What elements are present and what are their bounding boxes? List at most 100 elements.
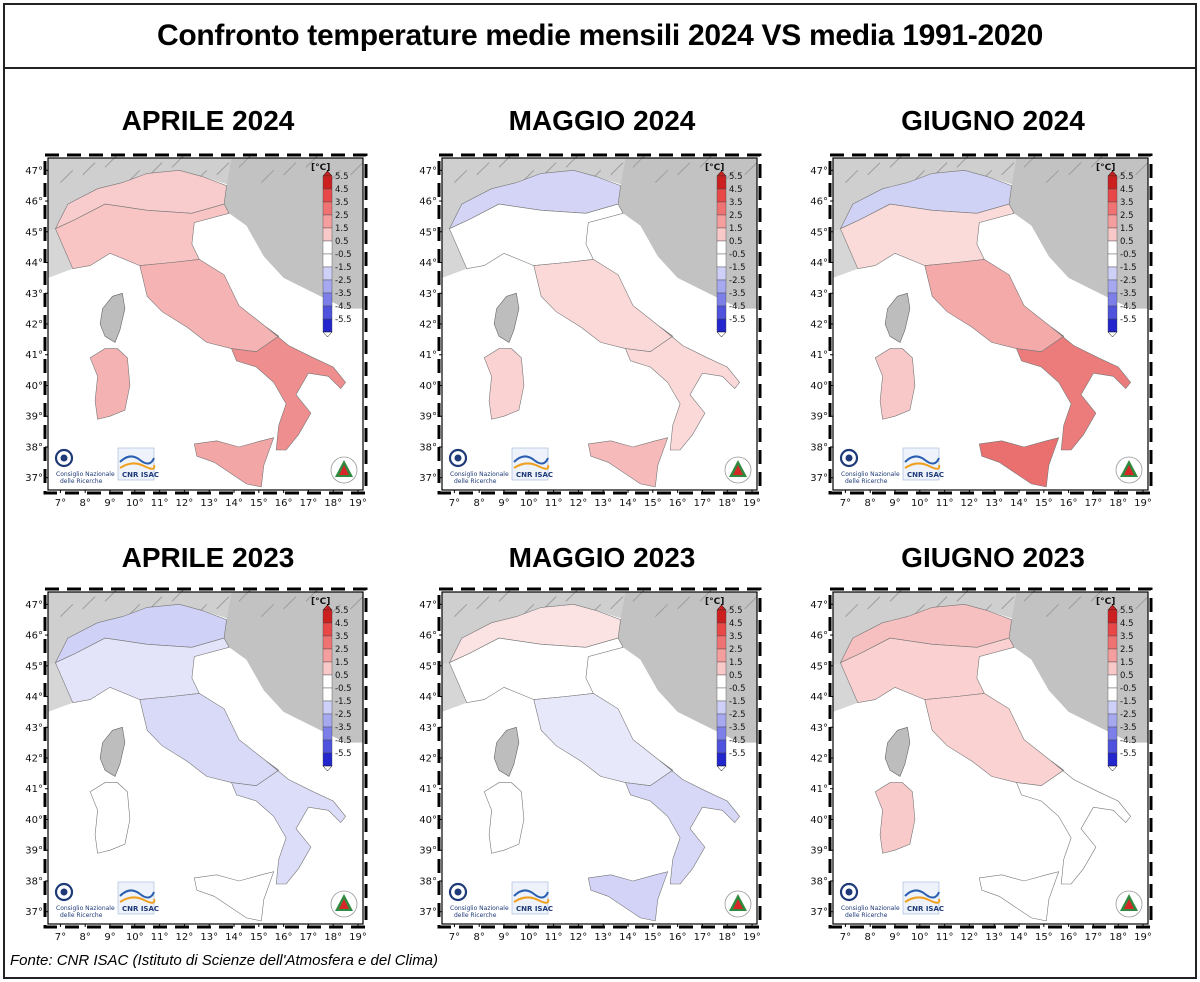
- lat-label: 46°: [419, 197, 437, 208]
- lon-label: 18°: [718, 498, 736, 509]
- lon-label: 12°: [176, 498, 194, 509]
- lon-label: 17°: [694, 498, 712, 509]
- protection-emblem: [330, 890, 358, 918]
- surrounding-terrain: [833, 662, 858, 712]
- colorbar-label: -5.5: [1120, 315, 1137, 325]
- lon-label: 17°: [300, 498, 318, 509]
- lon-label: 13°: [594, 498, 612, 509]
- colorbar-swatch: [322, 609, 333, 624]
- isac-logo: CNR ISAC: [511, 881, 553, 915]
- colorbar-label: -5.5: [335, 749, 352, 759]
- corsica-island: [884, 292, 911, 343]
- relief-shading: [350, 596, 364, 610]
- colorbar-label: -3.5: [729, 289, 746, 299]
- relief-shading: [845, 169, 859, 183]
- panel-title-may-2023: MAGGIO 2023: [508, 542, 696, 573]
- lat-label: 47°: [25, 166, 43, 177]
- relief-shading: [1023, 588, 1037, 602]
- colorbar-label: -4.5: [729, 302, 746, 312]
- relief-shading: [1023, 154, 1037, 168]
- relief-shading: [454, 169, 468, 183]
- lat-label: 42°: [419, 320, 437, 331]
- colorbar-label: 5.5: [1120, 172, 1134, 182]
- lat-label: 47°: [810, 166, 828, 177]
- surrounding-terrain: [48, 158, 232, 232]
- colorbar-label: 5.5: [729, 172, 743, 182]
- colorbar-label: 2.5: [729, 645, 743, 655]
- lon-label: 15°: [250, 498, 268, 509]
- colorbar-label: -1.5: [1120, 263, 1137, 273]
- relief-shading: [889, 588, 903, 602]
- relief-shading: [699, 588, 713, 602]
- lon-label: 19°: [349, 932, 367, 943]
- region-south: [625, 326, 740, 451]
- lat-label: 43°: [25, 289, 43, 300]
- colorbar-swatch: [1107, 305, 1118, 320]
- lon-label: 17°: [1085, 498, 1103, 509]
- colorbar-bottom-arrow: [322, 331, 333, 338]
- colorbar-swatch: [322, 622, 333, 637]
- colorbar-swatch: [716, 739, 727, 754]
- lon-label: 8°: [865, 932, 876, 943]
- colorbar-swatch: [322, 292, 333, 307]
- relief-shading: [454, 603, 468, 617]
- lon-label: 12°: [961, 932, 979, 943]
- panel-title-may-2024: MAGGIO 2024: [508, 105, 696, 136]
- surrounding-terrain: [442, 228, 467, 278]
- relief-shading: [1135, 162, 1149, 176]
- region-north: [449, 637, 624, 704]
- corsica-island: [884, 726, 911, 777]
- colorbar-bottom-arrow: [1107, 765, 1118, 772]
- colorbar-label: -1.5: [335, 697, 352, 707]
- isac-logo-text: CNR ISAC: [122, 471, 159, 479]
- lat-label: 46°: [25, 631, 43, 642]
- surrounding-terrain: [48, 662, 73, 712]
- lat-label: 41°: [419, 784, 437, 795]
- colorbar-label: 0.5: [335, 671, 349, 681]
- colorbar-swatch: [322, 188, 333, 203]
- lat-label: 43°: [25, 723, 43, 734]
- corsica-island: [493, 726, 520, 777]
- lon-label: 18°: [718, 932, 736, 943]
- lat-label: 42°: [25, 754, 43, 765]
- colorbar-swatch: [322, 201, 333, 216]
- lat-label: 39°: [25, 846, 43, 857]
- colorbar-swatch: [322, 700, 333, 715]
- colorbar-label: 4.5: [335, 619, 349, 629]
- lat-label: 45°: [25, 227, 43, 238]
- isac-logo: CNR ISAC: [117, 447, 159, 481]
- lat-label: 40°: [25, 381, 43, 392]
- lon-label: 14°: [619, 498, 637, 509]
- corsica-island: [99, 726, 126, 777]
- lat-label: 43°: [810, 289, 828, 300]
- lat-label: 45°: [810, 661, 828, 672]
- colorbar-label: 0.5: [1120, 671, 1134, 681]
- colorbar-label: 5.5: [335, 606, 349, 616]
- corsica-island: [493, 292, 520, 343]
- colorbar-swatch: [716, 635, 727, 650]
- lon-label: 8°: [474, 932, 485, 943]
- lon-label: 12°: [570, 498, 588, 509]
- cnr-logo-line2: delle Ricerche: [845, 478, 888, 485]
- colorbar-swatch: [716, 661, 727, 676]
- lat-label: 40°: [810, 815, 828, 826]
- lat-label: 39°: [810, 846, 828, 857]
- colorbar-label: -1.5: [729, 697, 746, 707]
- lat-label: 41°: [810, 784, 828, 795]
- lon-label: 14°: [225, 498, 243, 509]
- lon-label: 13°: [200, 932, 218, 943]
- colorbar-swatch: [716, 700, 727, 715]
- lon-label: 18°: [1109, 498, 1127, 509]
- colorbar-label: 3.5: [335, 632, 349, 642]
- lon-label: 16°: [1060, 498, 1078, 509]
- lon-label: 16°: [275, 498, 293, 509]
- colorbar-label: -2.5: [729, 710, 746, 720]
- colorbar-label: -1.5: [335, 263, 352, 273]
- lat-label: 41°: [25, 784, 43, 795]
- relief-shading: [104, 588, 118, 602]
- relief-shading: [82, 596, 96, 610]
- colorbar-swatch: [322, 305, 333, 320]
- relief-shading: [476, 596, 490, 610]
- colorbar-swatch: [1107, 175, 1118, 190]
